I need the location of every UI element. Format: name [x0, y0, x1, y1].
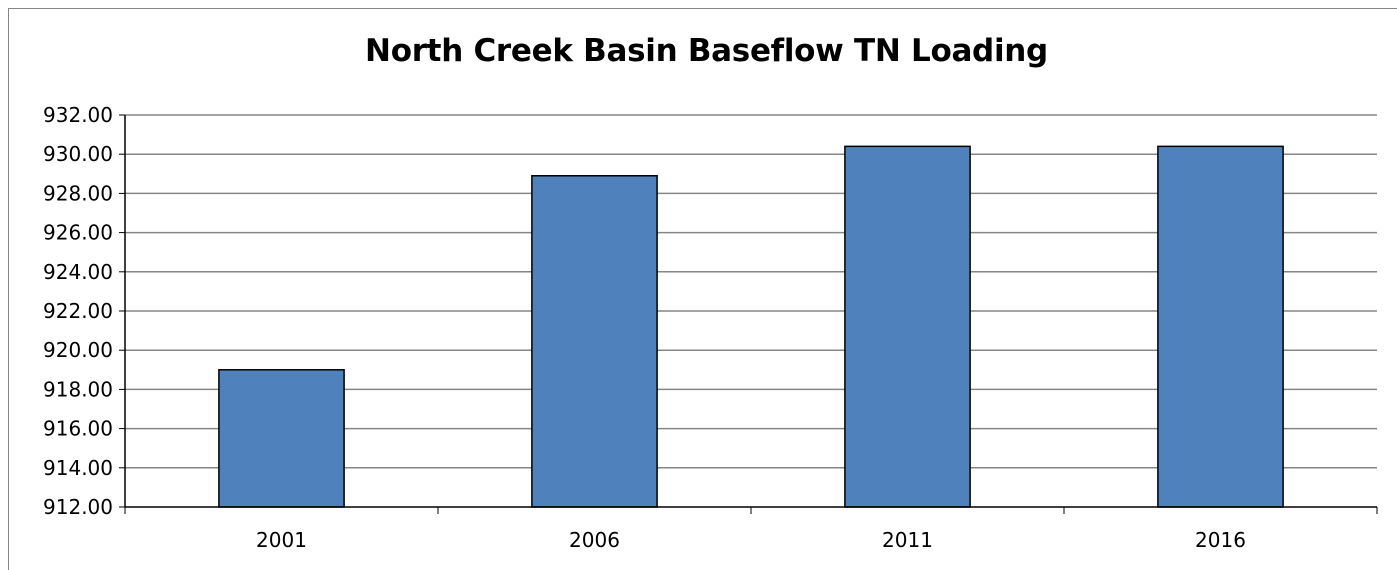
x-tick-label: 2001: [256, 528, 307, 552]
y-tick-label: 918.00: [43, 377, 113, 401]
y-tick-label: 912.00: [43, 495, 113, 519]
bar-2001: [218, 369, 345, 508]
y-tick-label: 922.00: [43, 299, 113, 323]
x-tick-label: 2006: [569, 528, 620, 552]
x-tick-label: 2016: [1195, 528, 1246, 552]
bar-2016: [1157, 145, 1284, 508]
y-tick-label: 928.00: [43, 181, 113, 205]
axes: [119, 114, 1378, 514]
bar-2011: [844, 145, 971, 508]
chart-title: North Creek Basin Baseflow TN Loading: [365, 33, 1048, 69]
bars: [218, 145, 1284, 508]
y-tick-label: 926.00: [43, 221, 113, 245]
y-tick-label: 916.00: [43, 417, 113, 441]
bar-2006: [531, 175, 658, 508]
y-tick-label: 914.00: [43, 456, 113, 480]
y-tick-label: 924.00: [43, 260, 113, 284]
y-tick-label: 930.00: [43, 142, 113, 166]
x-tick-label: 2011: [882, 528, 933, 552]
y-tick-labels: 912.00 914.00 916.00 918.00 920.00 922.00 924.…: [43, 103, 113, 519]
y-tick-label: 932.00: [43, 103, 113, 127]
x-tick-labels: 2001 2006 2011 2016: [256, 528, 1246, 552]
y-tick-label: 920.00: [43, 338, 113, 362]
